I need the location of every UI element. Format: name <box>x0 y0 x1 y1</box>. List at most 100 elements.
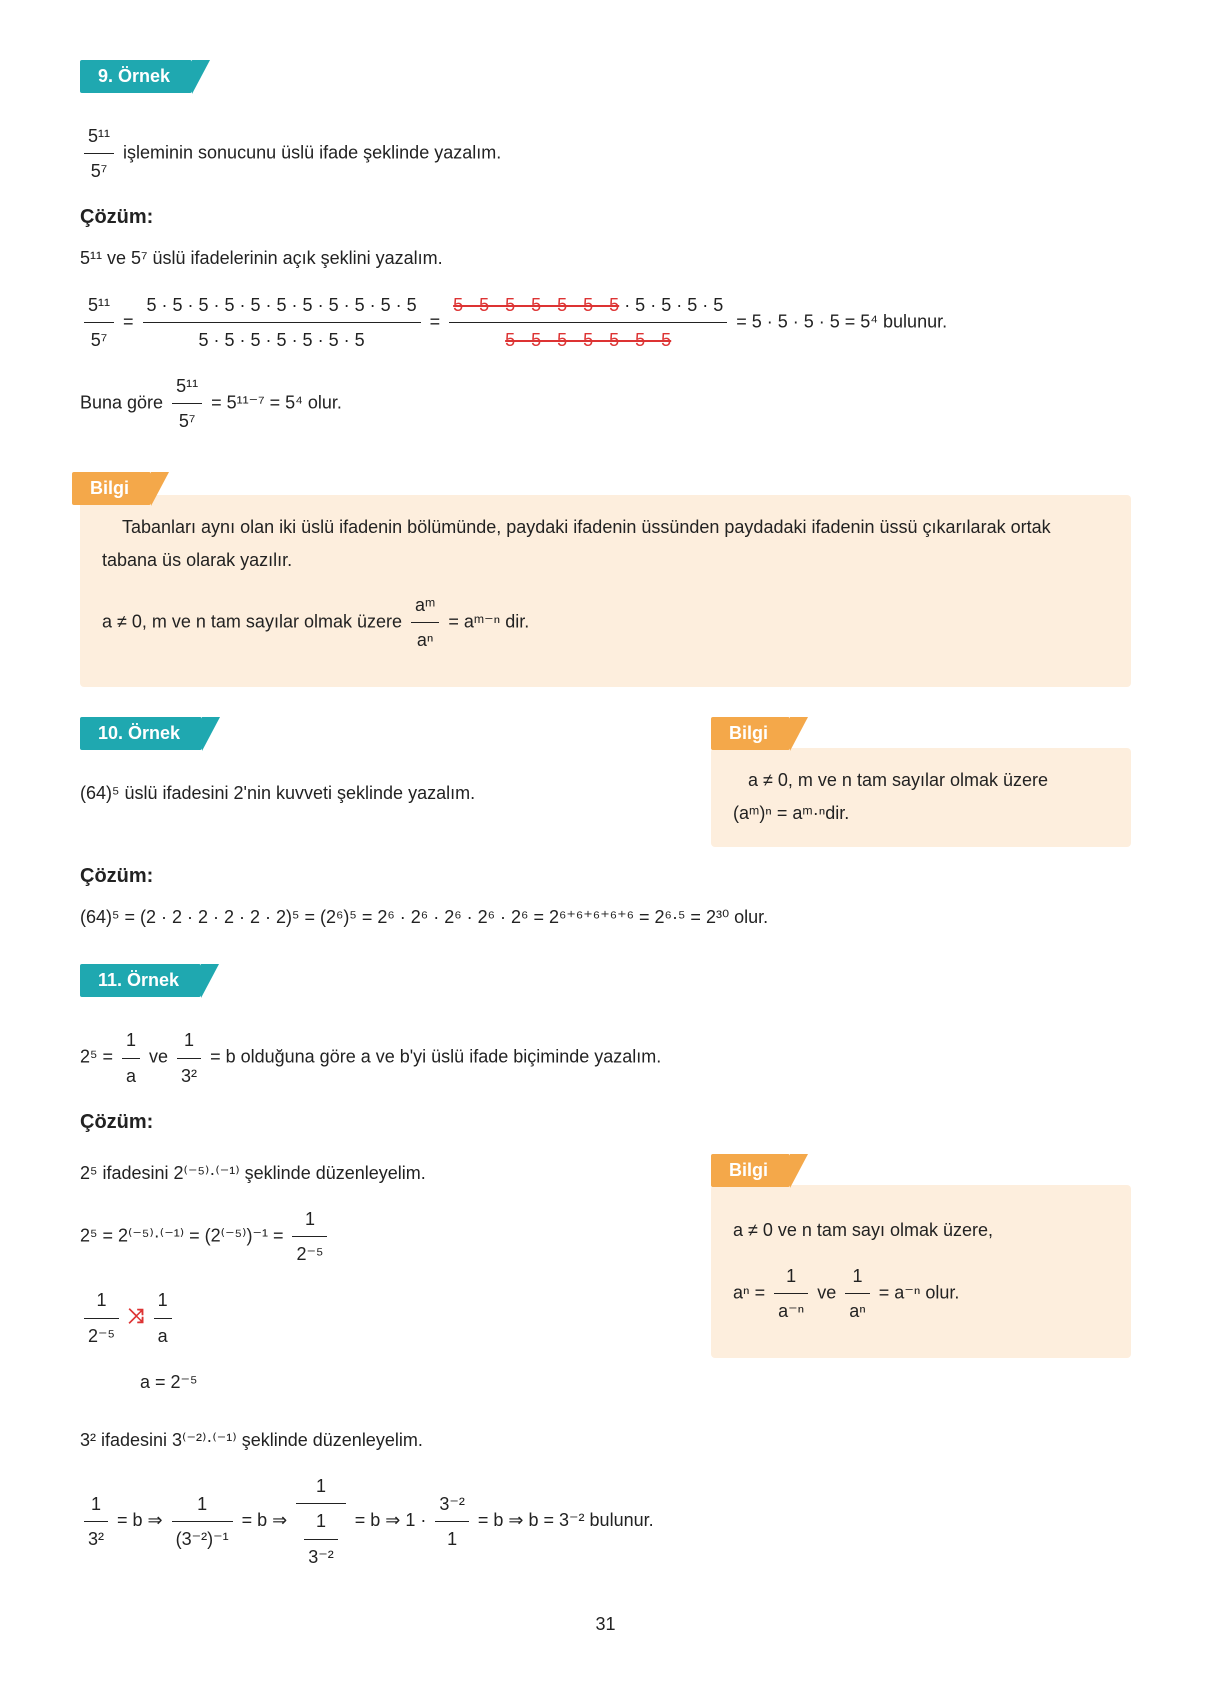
fraction: 5¹¹ 5⁷ <box>172 369 202 438</box>
fraction: 1 a <box>122 1023 140 1092</box>
info-box-2: Bilgi a ≠ 0, m ve n tam sayılar olmak üz… <box>711 717 1131 847</box>
solution-line: 2⁵ = 2⁽⁻⁵⁾·⁽⁻¹⁾ = (2⁽⁻⁵⁾)⁻¹ = 1 2⁻⁵ <box>80 1202 681 1271</box>
text: aⁿ = <box>733 1282 770 1302</box>
info-formula: aⁿ = 1 a⁻ⁿ ve 1 aⁿ = a⁻ⁿ olur. <box>733 1259 1109 1328</box>
numerator: 1 <box>292 1202 327 1237</box>
example-11-solution: 2⁵ ifadesini 2⁽⁻⁵⁾·⁽⁻¹⁾ şeklinde düzenle… <box>80 1144 681 1411</box>
solution-heading: Çözüm: <box>80 1111 1131 1134</box>
numerator: 5¹¹ <box>84 119 114 154</box>
cross-multiply-line: 1 2⁻⁵ ⤨ 1 a <box>80 1283 681 1352</box>
fraction: 1 a <box>154 1283 172 1352</box>
fraction: 5¹¹ 5⁷ <box>84 288 114 357</box>
text: = a⁻ⁿ olur. <box>879 1282 960 1302</box>
text: = aᵐ⁻ⁿ dir. <box>448 612 529 632</box>
fraction: 3⁻² 1 <box>435 1487 469 1556</box>
solution-line: a = 2⁻⁵ <box>80 1365 681 1399</box>
denominator: 5⁷ <box>172 404 202 438</box>
fraction: 1 aⁿ <box>845 1259 870 1328</box>
info-content: a ≠ 0 ve n tam sayı olmak üzere, aⁿ = 1 … <box>711 1185 1131 1359</box>
denominator: (3⁻²)⁻¹ <box>172 1522 233 1556</box>
denominator: 2⁻⁵ <box>292 1237 327 1271</box>
numerator: 3⁻² <box>435 1487 469 1522</box>
info-formula: a ≠ 0, m ve n tam sayılar olmak üzere aᵐ… <box>102 588 1109 657</box>
text: 2⁵ = <box>80 1047 118 1067</box>
denominator: a⁻ⁿ <box>774 1294 808 1328</box>
denominator: 5 · 5 · 5 · 5 · 5 · 5 · 5 <box>143 323 421 357</box>
text: = b olduğuna göre a ve b'yi üslü ifade b… <box>210 1047 661 1067</box>
info-tab: Bilgi <box>72 472 151 505</box>
text: · 5 · 5 · 5 · 5 <box>619 295 723 315</box>
numerator: aᵐ <box>411 588 439 623</box>
denominator: 3² <box>84 1522 108 1556</box>
numerator: 5¹¹ <box>172 369 202 404</box>
inner-fraction: 1 3⁻² <box>304 1504 338 1573</box>
info-formula: (aᵐ)ⁿ = aᵐ·ⁿdir. <box>733 797 1109 829</box>
solution-line: 3² ifadesini 3⁽⁻²⁾·⁽⁻¹⁾ şeklinde düzenle… <box>80 1423 1131 1457</box>
example-9-tab: 9. Örnek <box>80 60 192 93</box>
expansion-equation: 5¹¹ 5⁷ = 5 · 5 · 5 · 5 · 5 · 5 · 5 · 5 ·… <box>80 288 1131 357</box>
info-tab: Bilgi <box>711 1154 790 1187</box>
denominator: a <box>154 1319 172 1353</box>
example-10-row: 10. Örnek (64)⁵ üslü ifadesini 2'nin kuv… <box>80 717 1131 847</box>
text: Buna göre <box>80 392 168 412</box>
example-11-tab: 11. Örnek <box>80 964 201 997</box>
example-9-prompt: 5¹¹ 5⁷ işleminin sonucunu üslü ifade şek… <box>80 119 1131 188</box>
fraction: 1 a⁻ⁿ <box>774 1259 808 1328</box>
text: ve <box>149 1047 173 1067</box>
example-10-tab: 10. Örnek <box>80 717 202 750</box>
example-10-prompt: (64)⁵ üslü ifadesini 2'nin kuvveti şekli… <box>80 776 681 810</box>
info-box-3: Bilgi a ≠ 0 ve n tam sayı olmak üzere, a… <box>711 1154 1131 1359</box>
conclusion-line: Buna göre 5¹¹ 5⁷ = 5¹¹⁻⁷ = 5⁴ olur. <box>80 369 1131 438</box>
numerator: 1 <box>122 1023 140 1058</box>
text: 2⁵ = 2⁽⁻⁵⁾·⁽⁻¹⁾ = (2⁽⁻⁵⁾)⁻¹ = <box>80 1225 288 1245</box>
example-9: 9. Örnek 5¹¹ 5⁷ işleminin sonucunu üslü … <box>80 60 1131 438</box>
denominator: a <box>122 1059 140 1093</box>
info-content: Tabanları aynı olan iki üslü ifadenin bö… <box>80 495 1131 687</box>
text: ve <box>817 1282 841 1302</box>
info-tab: Bilgi <box>711 717 790 750</box>
denominator: 3² <box>177 1059 201 1093</box>
text: a ≠ 0, m ve n tam sayılar olmak üzere <box>748 770 1048 790</box>
fraction: 1 (3⁻²)⁻¹ <box>172 1487 233 1556</box>
denominator: 2⁻⁵ <box>84 1319 119 1353</box>
info-line: a ≠ 0 ve n tam sayı olmak üzere, <box>733 1213 1109 1247</box>
numerator: 1 <box>296 1469 346 1504</box>
example-11: 11. Örnek 2⁵ = 1 a ve 1 3² = b olduğuna … <box>80 964 1131 1573</box>
denominator-cancelled: 5 · 5 · 5 · 5 · 5 · 5 · 5 <box>449 323 727 357</box>
numerator: 1 <box>84 1487 108 1522</box>
solution-heading: Çözüm: <box>80 206 1131 229</box>
solution-heading: Çözüm: <box>80 865 1131 888</box>
denominator: 3⁻² <box>304 1540 338 1574</box>
denominator: aⁿ <box>845 1294 870 1328</box>
page-number: 31 <box>80 1614 1131 1635</box>
denominator: 1 <box>435 1522 469 1556</box>
fraction: 1 3² <box>177 1023 201 1092</box>
numerator: 5 · 5 · 5 · 5 · 5 · 5 · 5 · 5 · 5 · 5 · … <box>143 288 421 323</box>
numerator: 1 <box>304 1504 338 1539</box>
cancelled-text: 5 · 5 · 5 · 5 · 5 · 5 · 5 <box>453 295 619 315</box>
numerator: 5 · 5 · 5 · 5 · 5 · 5 · 5 · 5 · 5 · 5 · … <box>449 288 727 323</box>
numerator: 1 <box>172 1487 233 1522</box>
info-text: Tabanları aynı olan iki üslü ifadenin bö… <box>102 511 1109 576</box>
numerator: 1 <box>845 1259 870 1294</box>
fraction: 1 2⁻⁵ <box>84 1283 119 1352</box>
complex-fraction: 1 1 3⁻² <box>296 1469 346 1574</box>
denominator: aⁿ <box>411 623 439 657</box>
numerator: 5¹¹ <box>84 288 114 323</box>
fraction-expanded: 5 · 5 · 5 · 5 · 5 · 5 · 5 · 5 · 5 · 5 · … <box>143 288 421 357</box>
info-content: a ≠ 0, m ve n tam sayılar olmak üzere (a… <box>711 748 1131 847</box>
example-10: 10. Örnek (64)⁵ üslü ifadesini 2'nin kuv… <box>80 717 681 822</box>
example-11-solution-row: 2⁵ ifadesini 2⁽⁻⁵⁾·⁽⁻¹⁾ şeklinde düzenle… <box>80 1144 1131 1411</box>
text: = 5 · 5 · 5 · 5 = 5⁴ bulunur. <box>736 311 947 331</box>
text: a ≠ 0, m ve n tam sayılar olmak üzere <box>102 612 407 632</box>
solution-chain: 1 3² = b ⇒ 1 (3⁻²)⁻¹ = b ⇒ 1 1 3⁻² = b ⇒… <box>80 1469 1131 1574</box>
denominator: 1 3⁻² <box>296 1504 346 1573</box>
fraction: 1 3² <box>84 1487 108 1556</box>
fraction: 5¹¹ 5⁷ <box>84 119 114 188</box>
numerator: 1 <box>154 1283 172 1318</box>
example-11-prompt: 2⁵ = 1 a ve 1 3² = b olduğuna göre a ve … <box>80 1023 1131 1092</box>
numerator: 1 <box>84 1283 119 1318</box>
numerator: 1 <box>774 1259 808 1294</box>
cross-icon: ⤨ <box>128 1306 150 1328</box>
info-box-1: Bilgi Tabanları aynı olan iki üslü ifade… <box>80 464 1131 687</box>
